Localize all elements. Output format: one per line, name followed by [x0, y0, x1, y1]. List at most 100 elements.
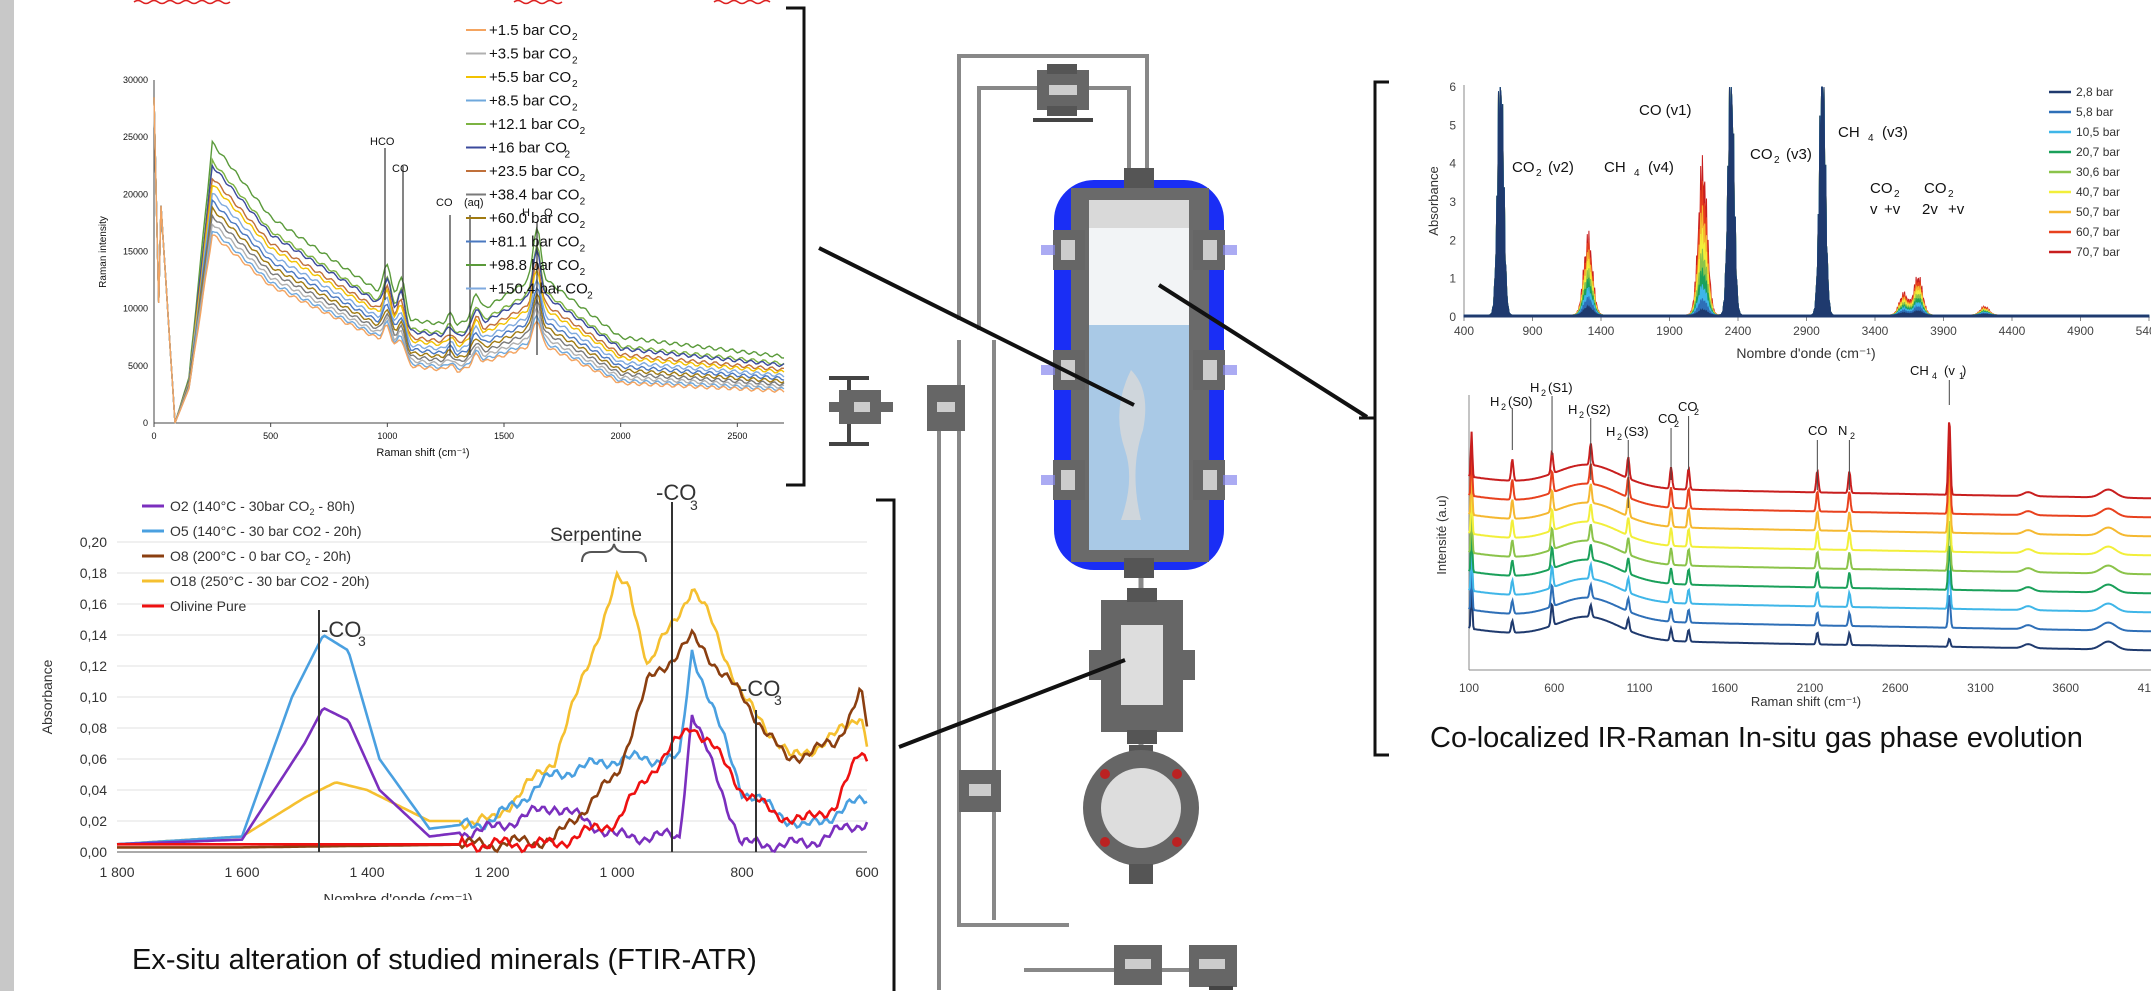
svg-text:2: 2: [1894, 189, 1900, 200]
ftir-xlabel: Nombre d'onde (cm⁻¹): [323, 891, 472, 900]
raman2-series-line: [1468, 526, 2151, 595]
raman-xtick-label: 500: [263, 431, 278, 441]
ir-annot-co2-v3: CO: [1750, 146, 1773, 163]
svg-text:4: 4: [1634, 168, 1640, 179]
svg-text:2: 2: [1774, 155, 1780, 166]
raman-legend-subscript: 2: [580, 197, 586, 208]
raman2-series-line: [1468, 564, 2151, 633]
raman-legend-subscript: 2: [572, 79, 578, 90]
raman2-annot-n2: N: [1838, 423, 1847, 438]
raman-series-line: [153, 97, 785, 424]
raman2-annot-h2b: H: [1530, 380, 1539, 395]
raman2-series-line: [1468, 469, 2151, 538]
raman2-xlabel: Raman shift (cm⁻¹): [1751, 694, 1861, 709]
ftir-xtick-label: 600: [855, 864, 879, 880]
ir-ytick-label: 1: [1449, 272, 1456, 286]
ir-series-area: [1463, 86, 2150, 318]
ftir-caption: Ex-situ alteration of studied minerals (…: [132, 944, 757, 976]
ir-series-area: [1463, 86, 2150, 318]
ir-legend-label: 2,8 bar: [2076, 85, 2113, 99]
raman-ytick-label: 10000: [123, 304, 148, 314]
raman2-annot-co2b: CO: [1678, 399, 1698, 414]
raman-legend-subscript: 2: [580, 244, 586, 255]
raman-annot-o: O: [544, 207, 553, 219]
raman-legend-label: +98.8 bar CO: [489, 257, 579, 274]
ir-annot-ch4-v4: CH: [1604, 159, 1626, 176]
raman2-annot-h2d: H: [1606, 424, 1615, 439]
raman2-annot-s2: (S2): [1586, 402, 1611, 417]
ir-series-area: [1463, 86, 2150, 318]
svg-text:2: 2: [1694, 407, 1699, 417]
raman2-xtick-label: 3100: [1967, 681, 1994, 695]
svg-text:2: 2: [1617, 432, 1622, 442]
raman-legend-label: +23.5 bar CO: [489, 163, 579, 180]
ftir-ytick-label: 0,06: [80, 751, 107, 767]
raman2-ylabel: Intensité (a.u): [1434, 495, 1449, 575]
ir-series-area: [1463, 86, 2150, 318]
raman2-xtick-label: 3600: [2052, 681, 2079, 695]
ftir-legend-label: O2 (140°C - 30bar CO2 - 80h): [170, 498, 355, 517]
raman-ytick-label: 25000: [123, 132, 148, 142]
ftir-legend-label: O18 (250°C - 30 bar CO2 - 20h): [170, 573, 369, 589]
ir-series-area: [1463, 86, 2150, 318]
ir-xtick-label: 900: [1522, 324, 1542, 338]
svg-text:2: 2: [1501, 402, 1506, 412]
raman-series-line: [153, 97, 785, 424]
ir-legend-label: 50,7 bar: [2076, 205, 2120, 219]
raman2-annot-v1b: ): [1962, 363, 1966, 378]
left-valve-group: [829, 376, 965, 446]
ir-legend-label: 10,5 bar: [2076, 125, 2120, 139]
circular-cell: [1083, 745, 1199, 884]
ir-xtick-label: 2900: [1793, 324, 1820, 338]
svg-text:4: 4: [1932, 371, 1937, 381]
raman2-series-line: [1468, 488, 2151, 557]
raman2-annot-h2c: H: [1568, 402, 1577, 417]
raman2-series-line: [1468, 446, 2151, 519]
raman2-series-line: [1468, 422, 2151, 500]
raman2-xtick-label: 1100: [1627, 681, 1653, 695]
svg-text:2: 2: [1536, 168, 1542, 179]
ir-xtick-label: 2400: [1725, 324, 1752, 338]
ftir-chart: 0,00 0,02 0,04 0,06 0,08 0,10 0,12 0,14 0,16 0,18…: [39, 480, 879, 900]
ir-annot-plus-v: +v: [1884, 201, 1901, 218]
ftir-xtick-label: 1 000: [599, 864, 634, 880]
svg-text:3: 3: [774, 692, 782, 708]
raman-xtick-label: 2500: [727, 431, 747, 441]
ir-annot-co2-comb2: CO: [1924, 180, 1947, 197]
ir-annot-ch4-v4b: (v4): [1648, 159, 1674, 176]
raman-legend-subscript: 2: [572, 56, 578, 67]
raman-series-line: [153, 97, 785, 424]
ir-xtick-label: 1400: [1588, 324, 1615, 338]
ftir-ytick-label: 0,20: [80, 534, 107, 550]
raman-series-line: [153, 97, 785, 424]
ftir-ytick-label: 0,14: [80, 627, 107, 643]
raman2-annot-ch4: CH: [1910, 363, 1929, 378]
raman-legend-label: +38.4 bar CO: [489, 187, 579, 204]
raman-gas-chart: 100 600 1100 1600 2100 2600 3100 3600 4100 H (S0…: [1434, 363, 2151, 709]
ir-legend-label: 5,8 bar: [2076, 105, 2113, 119]
ir-annot-co2-v2: CO: [1512, 159, 1535, 176]
reactor-diagram: [818, 54, 1369, 990]
top-valve: [1033, 64, 1093, 122]
raman-ytick-label: 15000: [123, 247, 148, 257]
raman-legend-subscript: 2: [565, 150, 571, 161]
bottom-valves: [1114, 945, 1237, 990]
raman-legend: +1.5 bar CO 2+3.5 bar CO 2+5.5 bar CO 2+8.5…: [466, 22, 593, 302]
ftir-ytick-label: 0,08: [80, 720, 107, 736]
raman2-series-line: [1468, 583, 2151, 652]
raman2-xtick-label: 1600: [1711, 681, 1738, 695]
ir-legend: 2,8 bar 5,8 bar 10,5 bar 20,7 bar 30,6 bar 40…: [2049, 85, 2120, 259]
raman-ytick-label: 0: [143, 418, 148, 428]
raman-series-line: [153, 97, 785, 424]
raman-xtick-label: 0: [151, 431, 156, 441]
ftir-series-line: [117, 628, 869, 854]
raman2-xtick-label: 4100: [2138, 681, 2151, 695]
raman-co2-chart: 0 5000 10000 15000 20000 25000 30000 0 500 1000 1…: [98, 0, 785, 459]
ir-annot-ch4-v3b: (v3): [1882, 124, 1908, 141]
ftir-xtick-label: 1 200: [474, 864, 509, 880]
ftir-series-line: [116, 634, 868, 846]
raman-ytick-label: 30000: [123, 75, 148, 85]
raman2-xtick-label: 2600: [1882, 681, 1909, 695]
svg-text:3: 3: [690, 497, 698, 513]
